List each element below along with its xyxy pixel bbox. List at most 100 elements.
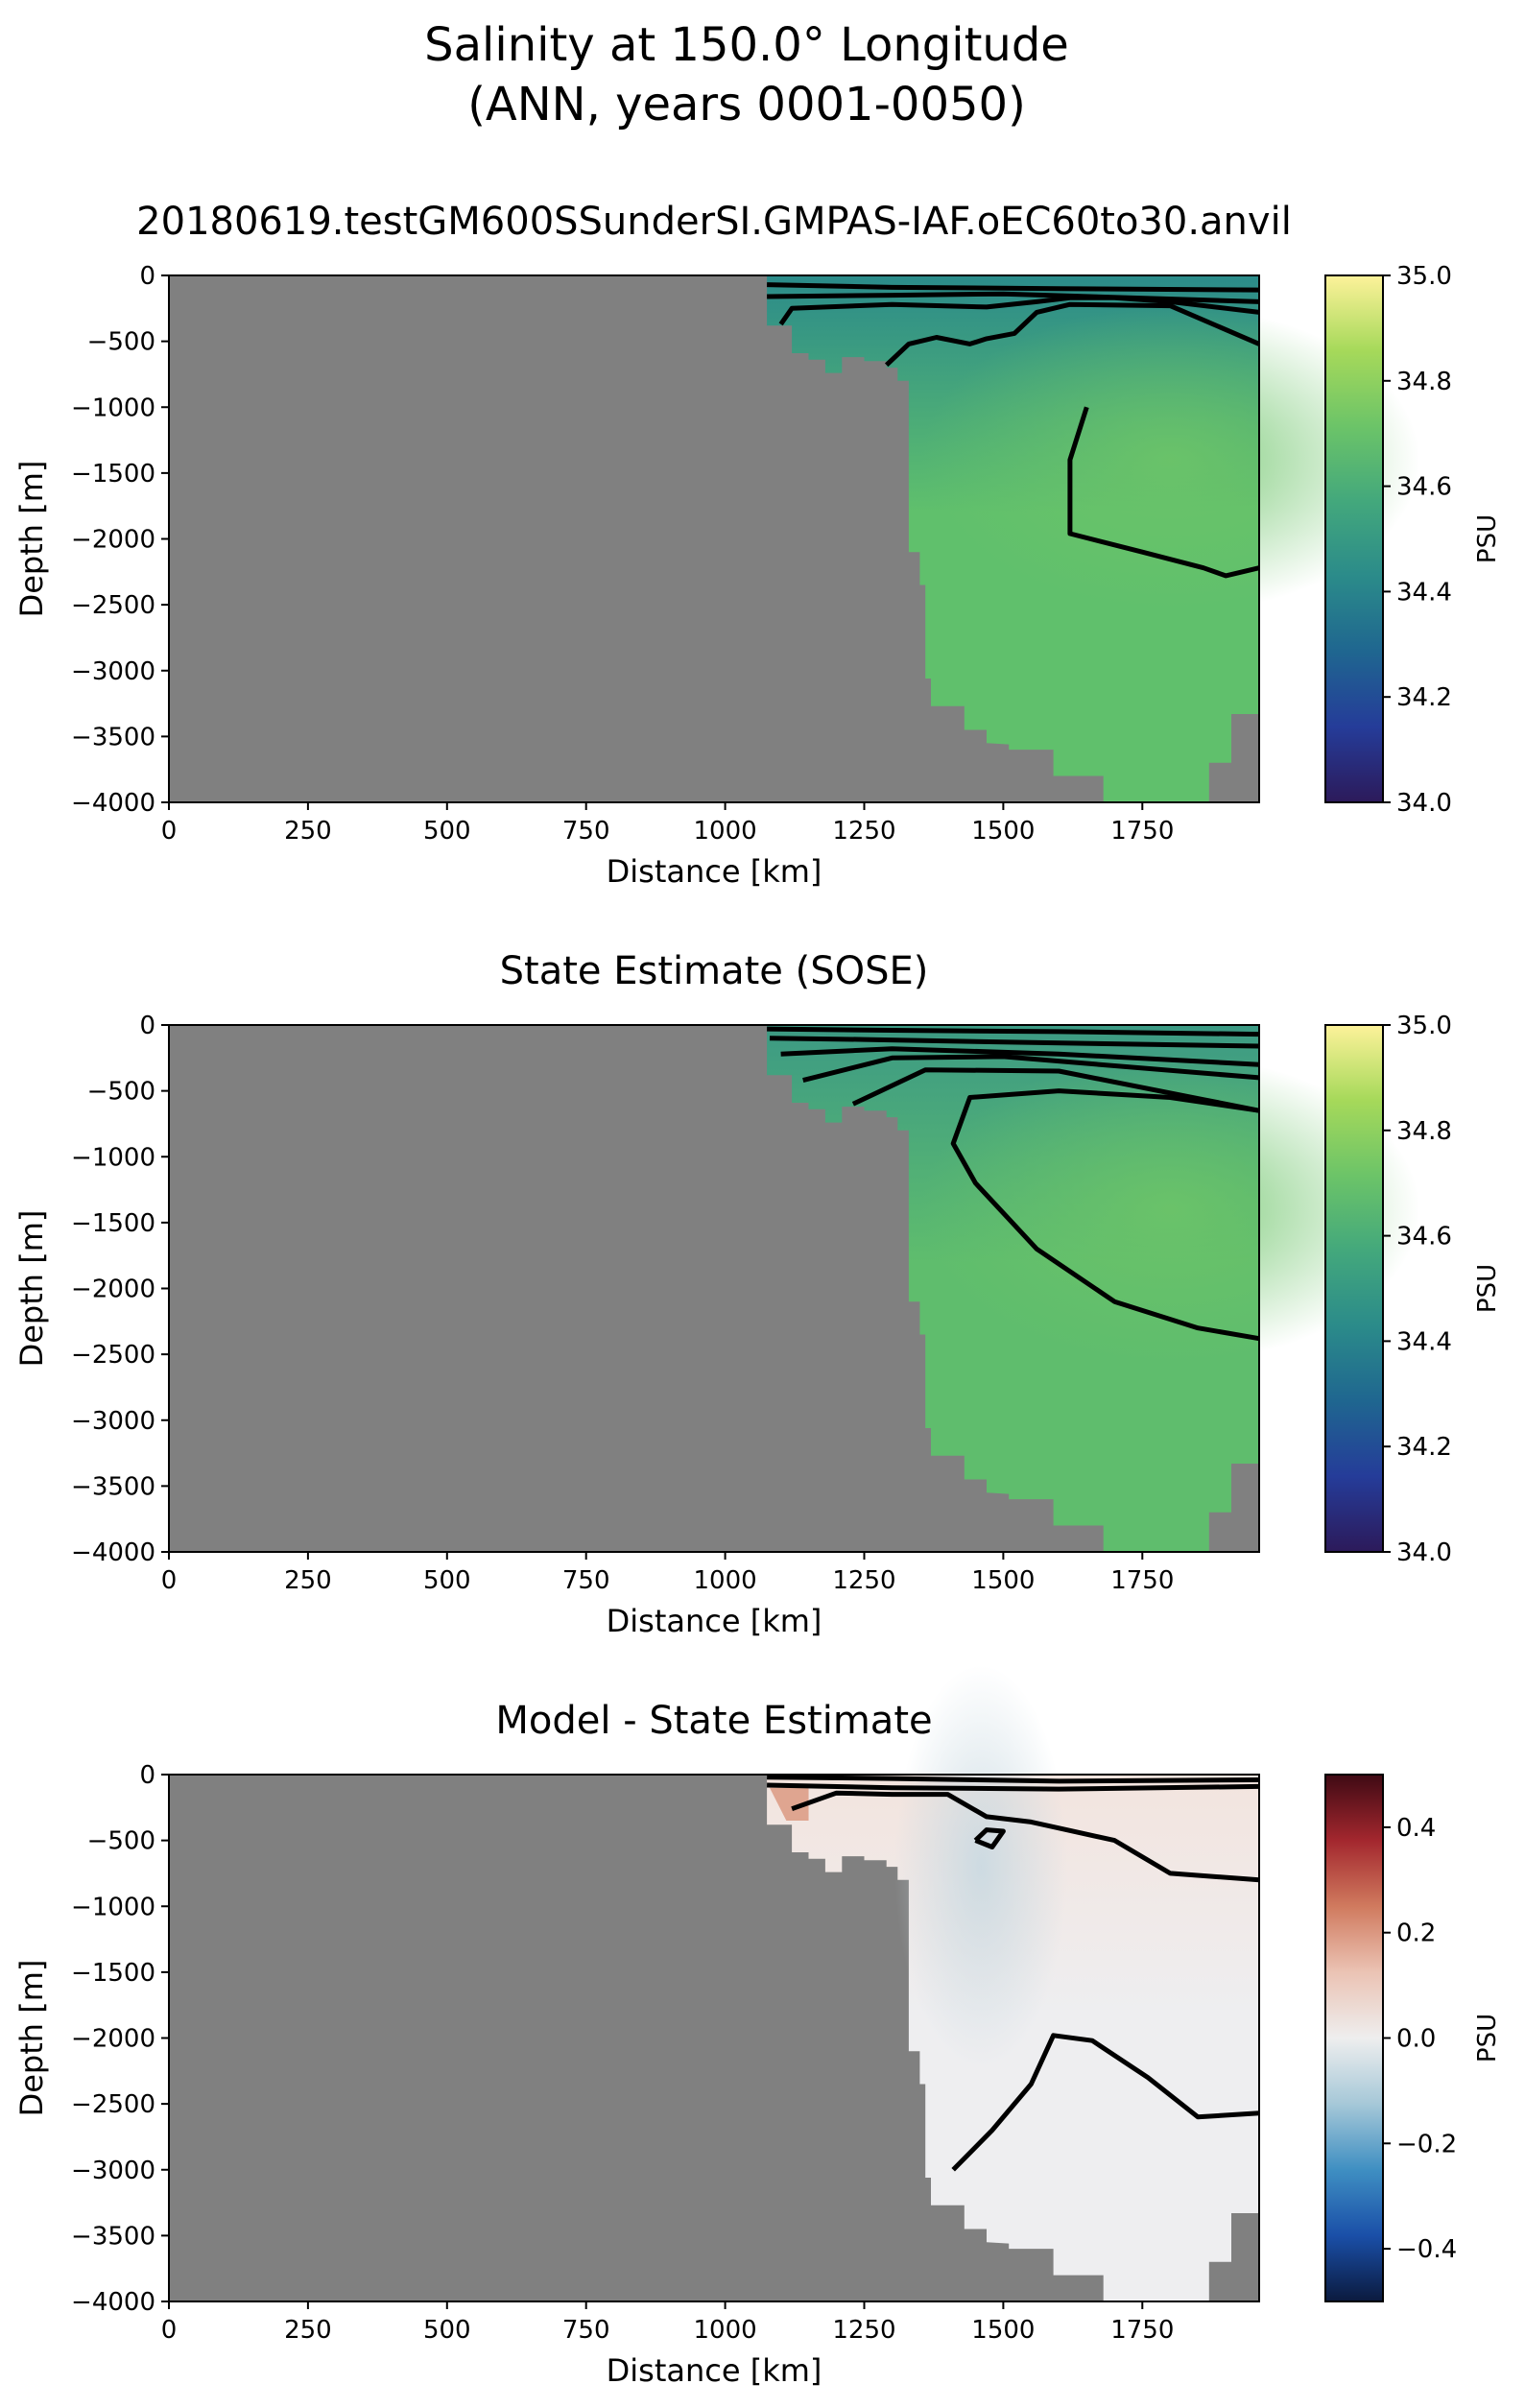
panel-1: 20180619.testGM600SSunderSI.GMPAS-IAF.oE…: [13, 200, 1502, 890]
x-tick-label: 1500: [971, 1566, 1035, 1595]
x-tick-label: 1250: [832, 2316, 895, 2345]
x-tick-label: 250: [284, 817, 332, 846]
x-tick-label: 0: [161, 1566, 178, 1595]
figure-title-line2: (ANN, years 0001-0050): [467, 78, 1026, 131]
x-tick-label: 0: [161, 2316, 178, 2345]
y-tick-label: −1500: [71, 1209, 155, 1238]
x-tick-label: 1250: [832, 1566, 895, 1595]
y-tick-label: −2000: [71, 1276, 155, 1304]
x-tick-label: 500: [423, 2316, 471, 2345]
x-tick-label: 1000: [694, 1566, 757, 1595]
y-tick-label: −3000: [71, 657, 155, 686]
colorbar-tick-label: 34.0: [1396, 1538, 1452, 1567]
colorbar-tick-label: 34.8: [1396, 1117, 1452, 1146]
salinity-core: [920, 306, 1420, 614]
y-axis-label: Depth [m]: [13, 1960, 50, 2117]
x-axis-label: Distance [km]: [607, 853, 822, 890]
x-tick-label: 1750: [1110, 1566, 1174, 1595]
y-tick-label: −500: [87, 1827, 155, 1856]
contour-line: [973, 1827, 1006, 1849]
y-tick-label: −1000: [71, 1143, 155, 1172]
x-tick-label: 500: [423, 1566, 471, 1595]
y-axis-label: Depth [m]: [13, 1210, 50, 1368]
contour-line: [780, 1046, 1260, 1067]
y-tick-label: −4000: [71, 2288, 155, 2317]
y-tick-label: −500: [87, 328, 155, 357]
x-tick-label: 1000: [694, 817, 757, 846]
y-tick-label: −2500: [71, 2090, 155, 2119]
colorbar-label: PSU: [1473, 1264, 1502, 1313]
contour-line: [767, 1782, 1260, 1792]
y-tick-label: −3500: [71, 723, 155, 751]
y-tick-label: 0: [139, 1012, 155, 1040]
figure-title-line1: Salinity at 150.0° Longitude: [424, 18, 1069, 72]
x-axis-label: Distance [km]: [607, 1603, 822, 1639]
contour-line: [950, 1088, 1260, 1342]
contour-line: [767, 282, 1260, 293]
x-tick-label: 1500: [971, 817, 1035, 846]
colorbar-tick-label: 34.8: [1396, 368, 1452, 396]
contour-line: [851, 1067, 1260, 1113]
panels: 20180619.testGM600SSunderSI.GMPAS-IAF.oE…: [13, 200, 1502, 2389]
x-tick-label: 750: [562, 1566, 610, 1595]
x-axis-label: Distance [km]: [607, 2352, 822, 2389]
panel-title: 20180619.testGM600SSunderSI.GMPAS-IAF.oE…: [136, 200, 1292, 244]
contour-line: [1067, 406, 1260, 579]
y-tick-label: −2500: [71, 591, 155, 620]
y-tick-label: 0: [139, 1761, 155, 1790]
y-tick-label: −3500: [71, 2222, 155, 2251]
colorbar: [1324, 1024, 1384, 1553]
contour-line: [778, 295, 1260, 326]
contour-line: [791, 1790, 1260, 1883]
y-tick-label: −1000: [71, 393, 155, 422]
colorbar-tick-label: 34.4: [1396, 1327, 1452, 1356]
salinity-core: [920, 1056, 1420, 1364]
contour-line: [769, 1036, 1260, 1049]
fresh-anomaly: [894, 1665, 1068, 2069]
salty-patch: [769, 1787, 809, 1822]
y-tick-label: −2500: [71, 1341, 155, 1370]
colorbar-tick-label: 34.4: [1396, 578, 1452, 607]
colorbar-tick-label: 0.0: [1396, 2025, 1436, 2054]
colorbar: [1324, 274, 1384, 803]
y-tick-label: −500: [87, 1078, 155, 1107]
y-tick-label: −4000: [71, 1538, 155, 1567]
colorbar-tick-label: 34.6: [1396, 1223, 1452, 1252]
colorbar-tick-label: 0.2: [1396, 1919, 1436, 1948]
x-tick-label: 1250: [832, 817, 895, 846]
y-tick-label: −2000: [71, 526, 155, 555]
colorbar-tick-label: 34.2: [1396, 683, 1452, 712]
y-tick-label: −1500: [71, 1959, 155, 1988]
x-tick-label: 0: [161, 817, 178, 846]
y-tick-label: −3500: [71, 1472, 155, 1501]
y-tick-label: −2000: [71, 2025, 155, 2054]
colorbar-label: PSU: [1473, 2014, 1502, 2062]
x-tick-label: 250: [284, 1566, 332, 1595]
y-axis-label: Depth [m]: [13, 461, 50, 618]
colorbar-tick-label: 34.2: [1396, 1433, 1452, 1462]
y-tick-label: −3000: [71, 1407, 155, 1436]
colorbar: [1324, 1774, 1384, 2302]
x-tick-label: 1000: [694, 2316, 757, 2345]
y-tick-label: −1500: [71, 460, 155, 489]
x-tick-label: 750: [562, 817, 610, 846]
colorbar-label: PSU: [1473, 514, 1502, 563]
x-tick-label: 250: [284, 2316, 332, 2345]
y-tick-label: −3000: [71, 2157, 155, 2185]
colorbar-tick-label: 34.0: [1396, 789, 1452, 818]
colorbar-tick-label: 35.0: [1396, 262, 1452, 291]
colorbar-tick-label: 35.0: [1396, 1012, 1452, 1040]
contour-line: [951, 2033, 1260, 2172]
panel-title: Model - State Estimate: [495, 1699, 932, 1743]
colorbar-tick-label: −0.2: [1396, 2130, 1457, 2158]
panel-title: State Estimate (SOSE): [500, 949, 929, 993]
y-tick-label: −1000: [71, 1893, 155, 1921]
x-tick-label: 750: [562, 2316, 610, 2345]
colorbar-tick-label: 0.4: [1396, 1814, 1436, 1843]
contour-line: [767, 1775, 1260, 1784]
contour-line: [802, 1054, 1260, 1084]
contour-line: [884, 301, 1260, 368]
colorbar-tick-label: −0.4: [1396, 2235, 1457, 2264]
y-tick-label: −4000: [71, 789, 155, 818]
